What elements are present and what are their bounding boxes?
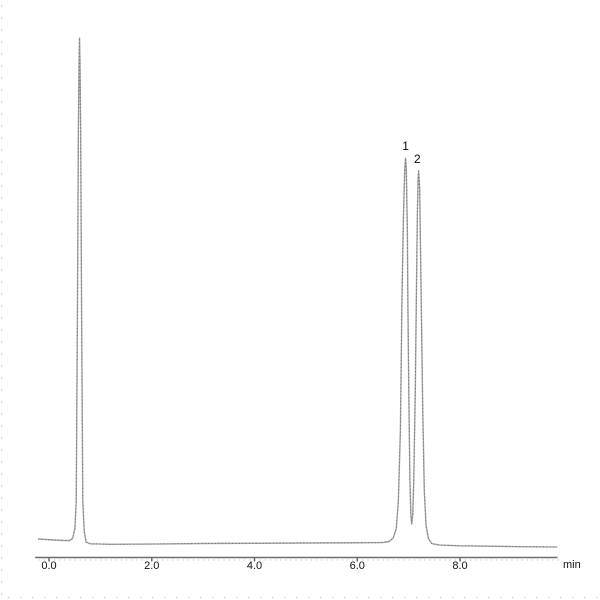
peak-label-1: 1 xyxy=(402,139,409,154)
x-tick-label-2.0: 2.0 xyxy=(144,560,160,572)
x-axis-unit-label: min xyxy=(563,559,581,571)
chromatogram-trace-speckle xyxy=(37,37,558,548)
chromatogram-trace xyxy=(37,37,558,548)
x-axis-major-ticks xyxy=(48,558,461,562)
x-tick-label-0.0: 0.0 xyxy=(41,560,57,572)
x-tick-label-8.0: 8.0 xyxy=(452,560,468,572)
x-tick-label-6.0: 6.0 xyxy=(349,560,365,572)
peak-label-2: 2 xyxy=(414,151,421,166)
page-border-dots-left xyxy=(1,5,3,595)
x-tick-label-4.0: 4.0 xyxy=(246,560,263,572)
